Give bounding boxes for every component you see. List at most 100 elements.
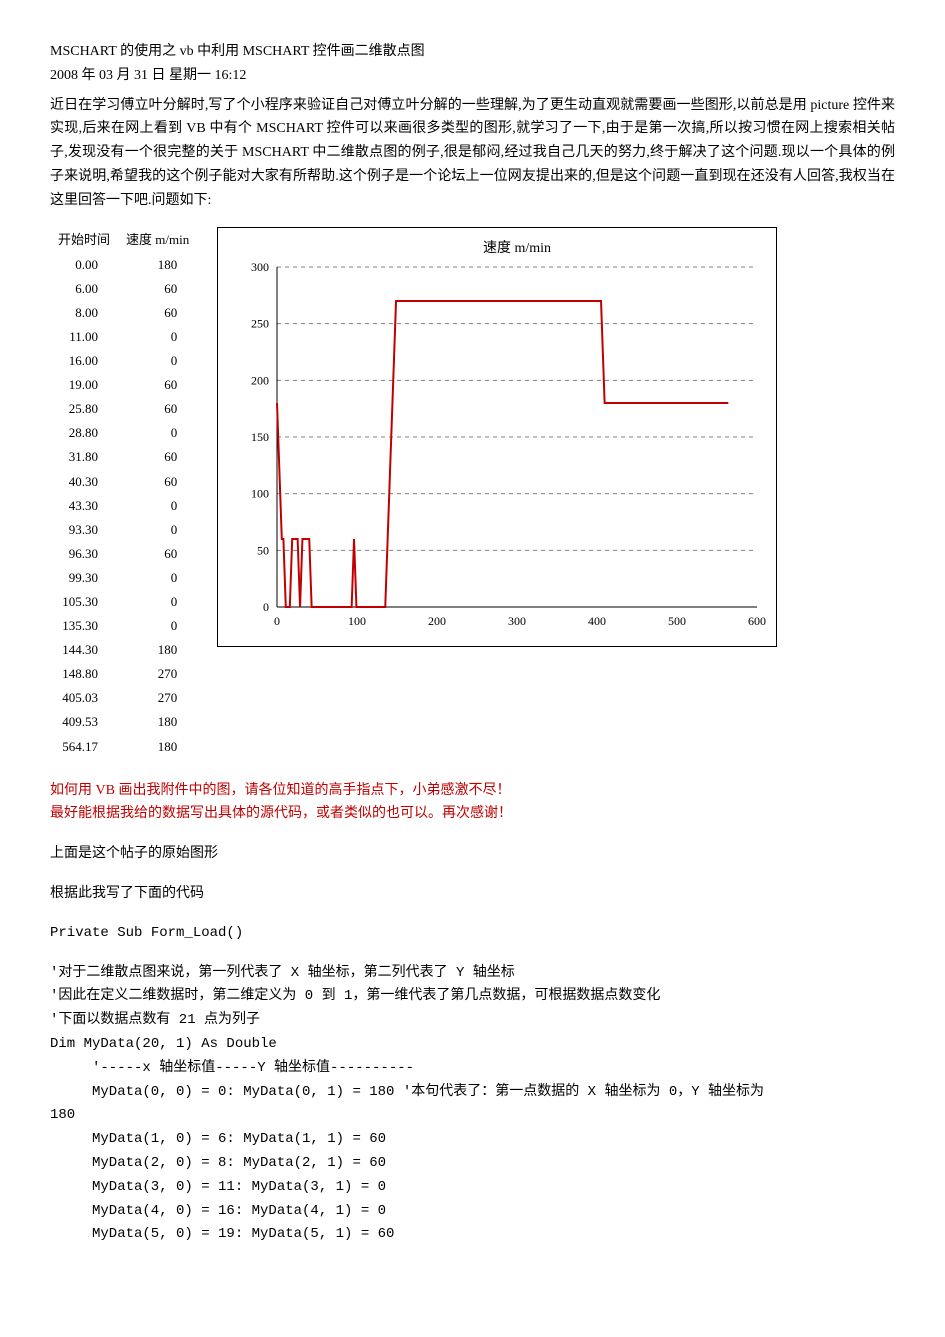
table-cell: 8.00	[50, 301, 118, 325]
table-cell: 270	[118, 662, 197, 686]
table-cell: 28.80	[50, 421, 118, 445]
table-row: 31.8060	[50, 445, 197, 469]
svg-text:200: 200	[251, 373, 269, 387]
table-row: 405.03270	[50, 686, 197, 710]
table-cell: 11.00	[50, 325, 118, 349]
table-cell: 96.30	[50, 542, 118, 566]
table-cell: 19.00	[50, 373, 118, 397]
svg-text:300: 300	[251, 260, 269, 274]
table-cell: 60	[118, 277, 197, 301]
table-row: 16.000	[50, 349, 197, 373]
table-cell: 405.03	[50, 686, 118, 710]
table-row: 19.0060	[50, 373, 197, 397]
table-row: 40.3060	[50, 470, 197, 494]
code-line-4: MyData(4, 0) = 16: MyData(4, 1) = 0	[50, 1200, 895, 1224]
table-row: 28.800	[50, 421, 197, 445]
svg-text:速度 m/min: 速度 m/min	[483, 240, 551, 256]
code-line-5: MyData(5, 0) = 19: MyData(5, 1) = 60	[50, 1223, 895, 1247]
table-cell: 0	[118, 421, 197, 445]
svg-text:200: 200	[428, 614, 446, 628]
data-and-chart-row: 开始时间 速度 m/min 0.001806.00608.006011.0001…	[50, 227, 895, 759]
data-table: 开始时间 速度 m/min 0.001806.00608.006011.0001…	[50, 227, 197, 759]
table-row: 409.53180	[50, 710, 197, 734]
table-cell: 564.17	[50, 735, 118, 759]
code-sub-declaration: Private Sub Form_Load()	[50, 922, 895, 946]
table-cell: 180	[118, 638, 197, 662]
table-cell: 180	[118, 710, 197, 734]
code-comment-1: '对于二维散点图来说，第一列代表了 X 轴坐标，第二列代表了 Y 轴坐标	[50, 962, 895, 986]
table-cell: 60	[118, 470, 197, 494]
code-comment-4: '-----x 轴坐标值-----Y 轴坐标值----------	[50, 1057, 895, 1081]
page-title: MSCHART 的使用之 vb 中利用 MSCHART 控件画二维散点图	[50, 40, 895, 64]
note-1: 上面是这个帖子的原始图形	[50, 842, 895, 866]
code-line-3: MyData(3, 0) = 11: MyData(3, 1) = 0	[50, 1176, 895, 1200]
svg-text:100: 100	[251, 486, 269, 500]
table-row: 93.300	[50, 518, 197, 542]
svg-text:150: 150	[251, 430, 269, 444]
table-cell: 105.30	[50, 590, 118, 614]
table-header-speed: 速度 m/min	[118, 227, 197, 253]
table-row: 564.17180	[50, 735, 197, 759]
code-line-0a: MyData(0, 0) = 0: MyData(0, 1) = 180 '本句…	[50, 1081, 895, 1105]
table-cell: 60	[118, 301, 197, 325]
table-row: 8.0060	[50, 301, 197, 325]
code-comment-3: '下面以数据点数有 21 点为列子	[50, 1009, 895, 1033]
table-cell: 31.80	[50, 445, 118, 469]
table-row: 135.300	[50, 614, 197, 638]
table-row: 43.300	[50, 494, 197, 518]
table-cell: 144.30	[50, 638, 118, 662]
table-cell: 148.80	[50, 662, 118, 686]
svg-text:0: 0	[274, 614, 280, 628]
intro-paragraph: 近日在学习傅立叶分解时,写了个小程序来验证自己对傅立叶分解的一些理解,为了更生动…	[50, 94, 895, 213]
table-cell: 180	[118, 735, 197, 759]
table-cell: 40.30	[50, 470, 118, 494]
table-cell: 0	[118, 518, 197, 542]
svg-text:0: 0	[263, 600, 269, 614]
table-cell: 60	[118, 373, 197, 397]
table-cell: 43.30	[50, 494, 118, 518]
table-cell: 270	[118, 686, 197, 710]
table-row: 105.300	[50, 590, 197, 614]
table-row: 11.000	[50, 325, 197, 349]
table-cell: 0	[118, 494, 197, 518]
question-line-1: 如何用 VB 画出我附件中的图，请各位知道的高手指点下，小弟感激不尽！	[50, 779, 895, 803]
table-cell: 60	[118, 445, 197, 469]
svg-text:50: 50	[257, 543, 269, 557]
table-cell: 99.30	[50, 566, 118, 590]
table-row: 144.30180	[50, 638, 197, 662]
page-date: 2008 年 03 月 31 日 星期一 16:12	[50, 64, 895, 88]
question-line-2: 最好能根据我给的数据写出具体的源代码，或者类似的也可以。再次感谢！	[50, 802, 895, 826]
svg-text:250: 250	[251, 316, 269, 330]
table-cell: 135.30	[50, 614, 118, 638]
table-cell: 0	[118, 590, 197, 614]
svg-text:500: 500	[668, 614, 686, 628]
svg-text:100: 100	[348, 614, 366, 628]
table-cell: 0	[118, 349, 197, 373]
table-cell: 16.00	[50, 349, 118, 373]
code-line-0b: 180	[50, 1104, 895, 1128]
table-cell: 25.80	[50, 397, 118, 421]
table-cell: 180	[118, 253, 197, 277]
table-row: 25.8060	[50, 397, 197, 421]
table-cell: 0	[118, 325, 197, 349]
svg-text:400: 400	[588, 614, 606, 628]
table-cell: 6.00	[50, 277, 118, 301]
code-comment-2: '因此在定义二维数据时，第二维定义为 0 到 1，第一维代表了第几点数据，可根据…	[50, 985, 895, 1009]
note-2: 根据此我写了下面的代码	[50, 882, 895, 906]
table-row: 99.300	[50, 566, 197, 590]
table-cell: 60	[118, 542, 197, 566]
table-cell: 0.00	[50, 253, 118, 277]
table-row: 6.0060	[50, 277, 197, 301]
table-cell: 60	[118, 397, 197, 421]
table-header-time: 开始时间	[50, 227, 118, 253]
table-row: 0.00180	[50, 253, 197, 277]
code-line-2: MyData(2, 0) = 8: MyData(2, 1) = 60	[50, 1152, 895, 1176]
table-row: 96.3060	[50, 542, 197, 566]
table-cell: 93.30	[50, 518, 118, 542]
table-cell: 409.53	[50, 710, 118, 734]
table-cell: 0	[118, 614, 197, 638]
code-dim: Dim MyData(20, 1) As Double	[50, 1033, 895, 1057]
svg-text:300: 300	[508, 614, 526, 628]
code-line-1: MyData(1, 0) = 6: MyData(1, 1) = 60	[50, 1128, 895, 1152]
svg-text:600: 600	[748, 614, 766, 628]
